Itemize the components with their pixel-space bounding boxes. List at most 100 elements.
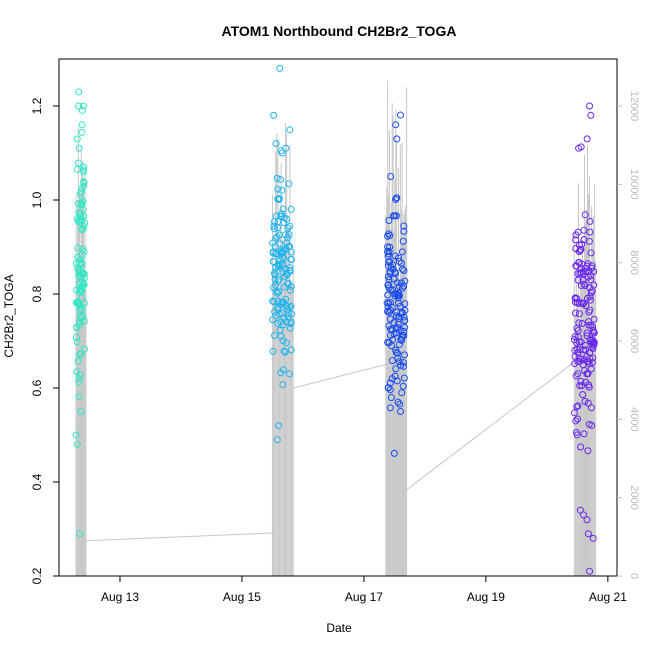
data-point <box>80 299 88 307</box>
data-point <box>282 339 290 347</box>
data-point <box>572 417 580 425</box>
data-point <box>588 421 596 429</box>
data-point <box>385 250 393 258</box>
data-point <box>78 216 86 224</box>
data-point <box>276 176 284 184</box>
data-point <box>575 319 583 327</box>
data-point <box>276 326 284 334</box>
data-point <box>385 217 393 225</box>
data-point <box>286 222 294 230</box>
y-axis-label: CH2Br2_TOGA <box>2 274 16 357</box>
data-point <box>393 308 401 316</box>
data-point <box>573 339 581 347</box>
data-point <box>395 340 403 348</box>
data-point <box>575 144 583 152</box>
data-point <box>275 261 283 269</box>
y-tick-label: 0.6 <box>30 379 44 396</box>
data-point <box>74 244 82 252</box>
data-point <box>578 240 586 248</box>
data-point <box>78 199 86 207</box>
data-point <box>282 318 290 326</box>
data-point <box>76 269 84 277</box>
data-point <box>390 212 398 220</box>
data-point <box>387 325 395 333</box>
x-tick-label: Aug 17 <box>345 590 383 604</box>
x-tick-label: Aug 13 <box>101 590 139 604</box>
x-tick-label: Aug 15 <box>223 590 261 604</box>
data-point <box>284 305 292 313</box>
data-point <box>288 310 296 318</box>
plot-frame <box>58 58 618 577</box>
data-point <box>384 307 392 315</box>
data-point <box>401 323 409 331</box>
data-point <box>400 227 408 235</box>
data-point <box>78 128 86 136</box>
data-point <box>573 403 581 411</box>
data-point <box>75 375 83 383</box>
data-point <box>390 449 398 457</box>
data-point <box>391 372 399 380</box>
data-point <box>79 269 87 277</box>
data-point <box>282 144 290 152</box>
data-point <box>571 333 579 341</box>
data-point <box>394 294 402 302</box>
data-point <box>572 236 580 244</box>
y-tick-label: 0.8 <box>30 285 44 302</box>
data-point <box>384 291 392 299</box>
data-point <box>272 140 280 148</box>
data-point <box>389 336 397 344</box>
data-point <box>397 259 405 267</box>
data-point <box>80 163 88 171</box>
data-point <box>271 243 279 251</box>
data-point <box>587 404 595 412</box>
data-point <box>286 303 294 311</box>
data-point <box>394 398 402 406</box>
data-point <box>386 243 394 251</box>
data-point <box>578 382 586 390</box>
data-point <box>278 212 286 220</box>
altitude-layer <box>75 80 597 576</box>
data-point <box>585 237 593 245</box>
data-point <box>395 257 403 265</box>
data-point <box>280 314 288 322</box>
y-tick-label: 0.4 <box>30 473 44 490</box>
data-point <box>570 409 578 417</box>
data-point <box>574 370 582 378</box>
data-point <box>77 303 85 311</box>
data-point <box>572 262 580 270</box>
data-point <box>80 168 88 176</box>
data-point <box>400 222 408 230</box>
data-point <box>77 408 85 415</box>
data-point <box>284 224 292 232</box>
data-point <box>571 294 579 302</box>
data-point <box>385 258 393 266</box>
y-tick-label: 0.2 <box>30 567 44 584</box>
data-point <box>281 348 289 356</box>
data-point <box>283 302 291 310</box>
data-point <box>270 258 278 266</box>
data-point <box>278 186 286 194</box>
data-point <box>400 328 408 336</box>
data-point <box>584 358 592 366</box>
data-point <box>286 264 294 272</box>
chart-title: ATOM1 Northbound CH2Br2_TOGA <box>222 23 457 39</box>
data-point <box>384 303 392 311</box>
data-point <box>399 382 407 390</box>
data-point <box>396 111 404 119</box>
data-point <box>386 386 394 394</box>
data-point <box>281 273 289 281</box>
y2-axis: 0 2000 4000 6000 8000 10000 12000 <box>617 91 640 579</box>
data-point <box>574 402 582 410</box>
data-point <box>400 267 408 275</box>
data-point <box>386 232 394 240</box>
data-point <box>398 389 406 397</box>
data-point <box>394 349 402 357</box>
data-point <box>284 234 292 242</box>
data-point <box>392 196 400 204</box>
data-point <box>391 292 399 300</box>
data-point <box>586 296 594 304</box>
data-point <box>587 321 595 329</box>
data-point <box>579 511 587 519</box>
data-point <box>584 530 592 538</box>
